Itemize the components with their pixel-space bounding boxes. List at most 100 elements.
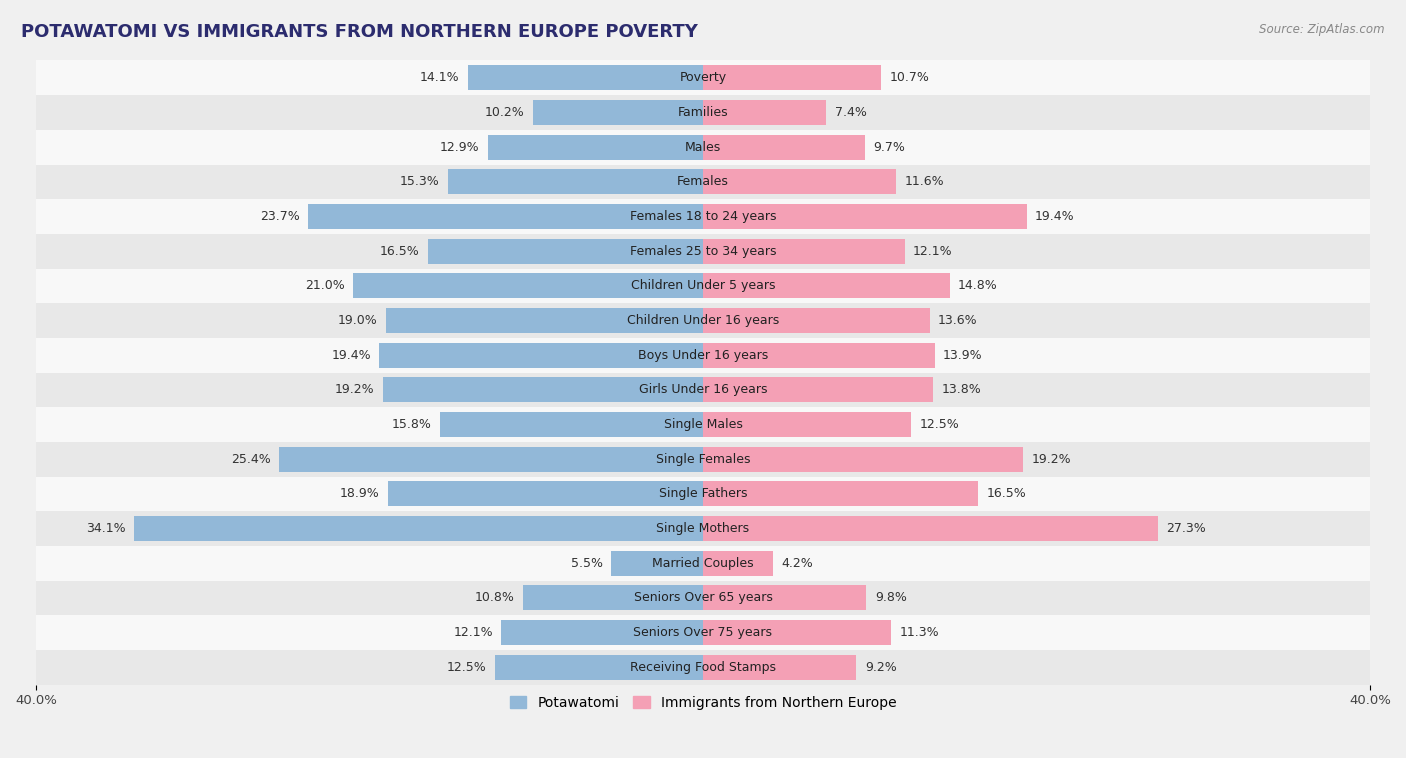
Bar xyxy=(703,516,1159,541)
Text: Married Couples: Married Couples xyxy=(652,556,754,570)
Bar xyxy=(37,303,1369,338)
Text: 14.1%: 14.1% xyxy=(420,71,460,84)
Text: Children Under 16 years: Children Under 16 years xyxy=(627,314,779,327)
Bar xyxy=(135,516,703,541)
Text: Receiving Food Stamps: Receiving Food Stamps xyxy=(630,661,776,674)
Bar xyxy=(37,61,1369,96)
Bar xyxy=(488,135,703,160)
Text: 16.5%: 16.5% xyxy=(987,487,1026,500)
Bar xyxy=(37,407,1369,442)
Text: 15.8%: 15.8% xyxy=(391,418,432,431)
Text: Seniors Over 65 years: Seniors Over 65 years xyxy=(634,591,772,604)
Bar xyxy=(703,204,1026,229)
Bar xyxy=(703,343,935,368)
Bar xyxy=(468,65,703,90)
Text: 19.4%: 19.4% xyxy=(332,349,371,362)
Bar xyxy=(703,620,891,645)
Text: 13.8%: 13.8% xyxy=(942,384,981,396)
Bar xyxy=(37,96,1369,130)
Text: 13.6%: 13.6% xyxy=(938,314,977,327)
Text: Males: Males xyxy=(685,141,721,154)
Text: 11.6%: 11.6% xyxy=(905,175,945,188)
Text: 19.2%: 19.2% xyxy=(335,384,374,396)
Bar xyxy=(703,308,929,333)
Text: 19.0%: 19.0% xyxy=(337,314,378,327)
Text: Source: ZipAtlas.com: Source: ZipAtlas.com xyxy=(1260,23,1385,36)
Text: 5.5%: 5.5% xyxy=(571,556,603,570)
Text: 12.1%: 12.1% xyxy=(912,245,953,258)
Bar xyxy=(387,308,703,333)
Bar xyxy=(37,650,1369,684)
Text: Females 18 to 24 years: Females 18 to 24 years xyxy=(630,210,776,223)
Text: 21.0%: 21.0% xyxy=(305,280,344,293)
Text: Single Males: Single Males xyxy=(664,418,742,431)
Text: 10.8%: 10.8% xyxy=(475,591,515,604)
Text: 9.2%: 9.2% xyxy=(865,661,897,674)
Text: Girls Under 16 years: Girls Under 16 years xyxy=(638,384,768,396)
Bar xyxy=(703,100,827,125)
Text: 13.9%: 13.9% xyxy=(943,349,983,362)
Bar xyxy=(37,234,1369,268)
Bar xyxy=(449,169,703,194)
Bar xyxy=(37,199,1369,234)
Bar xyxy=(703,65,882,90)
Text: 25.4%: 25.4% xyxy=(232,453,271,465)
Bar xyxy=(37,372,1369,407)
Bar xyxy=(533,100,703,125)
Text: 14.8%: 14.8% xyxy=(957,280,998,293)
Bar xyxy=(703,169,897,194)
Bar xyxy=(308,204,703,229)
Bar xyxy=(37,338,1369,372)
Text: 11.3%: 11.3% xyxy=(900,626,939,639)
Text: 12.9%: 12.9% xyxy=(440,141,479,154)
Bar xyxy=(388,481,703,506)
Bar xyxy=(382,377,703,402)
Text: 10.7%: 10.7% xyxy=(890,71,929,84)
Text: 16.5%: 16.5% xyxy=(380,245,419,258)
Bar xyxy=(703,135,865,160)
Text: Females: Females xyxy=(678,175,728,188)
Bar xyxy=(280,446,703,471)
Bar xyxy=(703,274,950,299)
Text: 9.8%: 9.8% xyxy=(875,591,907,604)
Text: 12.1%: 12.1% xyxy=(453,626,494,639)
Bar xyxy=(703,551,773,576)
Bar xyxy=(353,274,703,299)
Text: POTAWATOMI VS IMMIGRANTS FROM NORTHERN EUROPE POVERTY: POTAWATOMI VS IMMIGRANTS FROM NORTHERN E… xyxy=(21,23,697,41)
Bar xyxy=(703,481,979,506)
Text: 19.4%: 19.4% xyxy=(1035,210,1074,223)
Text: 12.5%: 12.5% xyxy=(447,661,486,674)
Text: 12.5%: 12.5% xyxy=(920,418,959,431)
Bar xyxy=(703,377,934,402)
Text: Families: Families xyxy=(678,106,728,119)
Text: Single Mothers: Single Mothers xyxy=(657,522,749,535)
Bar xyxy=(703,446,1024,471)
Text: Boys Under 16 years: Boys Under 16 years xyxy=(638,349,768,362)
Text: 19.2%: 19.2% xyxy=(1032,453,1071,465)
Text: Children Under 5 years: Children Under 5 years xyxy=(631,280,775,293)
Text: Seniors Over 75 years: Seniors Over 75 years xyxy=(634,626,772,639)
Bar xyxy=(612,551,703,576)
Bar xyxy=(703,655,856,680)
Text: 23.7%: 23.7% xyxy=(260,210,299,223)
Bar xyxy=(703,412,911,437)
Text: 34.1%: 34.1% xyxy=(86,522,127,535)
Bar xyxy=(37,546,1369,581)
Bar xyxy=(703,239,905,264)
Bar xyxy=(523,585,703,610)
Text: Females 25 to 34 years: Females 25 to 34 years xyxy=(630,245,776,258)
Text: 7.4%: 7.4% xyxy=(835,106,866,119)
Bar xyxy=(37,581,1369,615)
Bar xyxy=(37,442,1369,477)
Bar xyxy=(495,655,703,680)
Bar xyxy=(380,343,703,368)
Bar xyxy=(37,511,1369,546)
Legend: Potawatomi, Immigrants from Northern Europe: Potawatomi, Immigrants from Northern Eur… xyxy=(503,690,903,715)
Text: Poverty: Poverty xyxy=(679,71,727,84)
Text: 27.3%: 27.3% xyxy=(1167,522,1206,535)
Bar xyxy=(703,585,866,610)
Bar xyxy=(37,477,1369,511)
Bar xyxy=(501,620,703,645)
Text: Single Females: Single Females xyxy=(655,453,751,465)
Text: 9.7%: 9.7% xyxy=(873,141,905,154)
